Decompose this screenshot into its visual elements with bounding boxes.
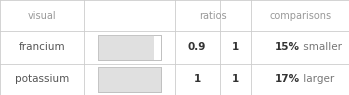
Bar: [98, 67, 161, 92]
Text: 1: 1: [232, 42, 239, 53]
Bar: [98, 67, 161, 92]
Text: larger: larger: [300, 74, 334, 84]
Bar: [98, 67, 161, 92]
Bar: [98, 35, 161, 60]
Text: 0.9: 0.9: [188, 42, 206, 53]
Text: potassium: potassium: [15, 74, 69, 84]
Text: comparisons: comparisons: [269, 11, 331, 21]
Text: 15%: 15%: [275, 42, 300, 53]
Text: ratios: ratios: [199, 11, 227, 21]
Text: 1: 1: [232, 74, 239, 84]
Bar: [98, 35, 161, 60]
Text: francium: francium: [18, 42, 65, 53]
Bar: [98, 35, 154, 60]
Text: 1: 1: [194, 74, 201, 84]
Text: visual: visual: [28, 11, 56, 21]
Text: 17%: 17%: [275, 74, 300, 84]
Text: smaller: smaller: [300, 42, 342, 53]
